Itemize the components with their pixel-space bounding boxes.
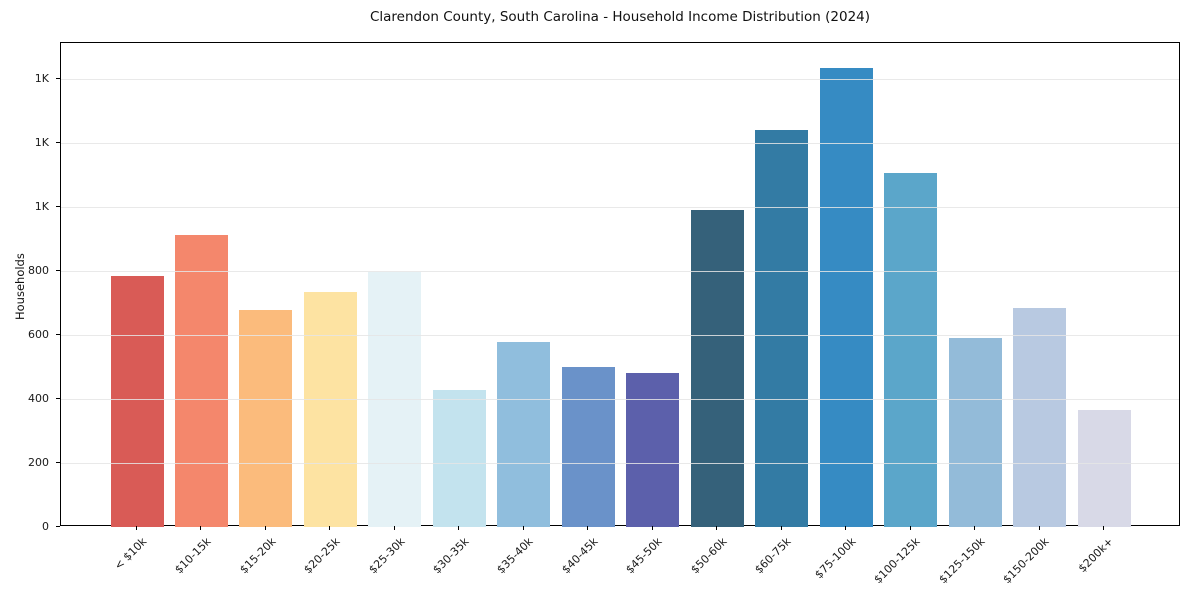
- x-tick-label: $40-45k: [559, 535, 601, 577]
- x-tick-label: $15-20k: [236, 535, 279, 577]
- gridline-y-1000: [61, 207, 1179, 209]
- x-tick-label: $60-75k: [752, 535, 794, 577]
- x-tick-label: $75-100k: [812, 535, 859, 582]
- bar-10k: [110, 276, 164, 527]
- y-tick-mark: [56, 526, 60, 527]
- bar-200k: [1077, 409, 1131, 527]
- bar-10-15k: [174, 235, 228, 527]
- x-tick-mark: [780, 526, 782, 530]
- x-tick-mark: [264, 526, 266, 530]
- x-tick-mark: [393, 526, 395, 530]
- x-tick-label: $200k+: [1076, 535, 1117, 576]
- x-tick-label: $100-125k: [871, 535, 923, 587]
- x-tick-label: < $10k: [111, 535, 150, 573]
- x-tick-mark: [200, 526, 202, 530]
- bar-50-60k: [690, 209, 744, 527]
- bar-15-20k: [239, 309, 293, 527]
- x-tick-mark: [1103, 526, 1105, 530]
- bar-45-50k: [626, 372, 680, 527]
- bar-20-25k: [303, 292, 357, 527]
- x-tick-label: $35-40k: [494, 535, 537, 577]
- x-tick-label: $50-60k: [688, 535, 730, 577]
- y-tick-mark: [56, 78, 60, 80]
- bar-35-40k: [497, 342, 551, 527]
- x-tick-label: $150-200k: [1000, 535, 1052, 587]
- x-tick-label: $25-30k: [365, 535, 408, 577]
- x-tick-mark: [909, 526, 911, 530]
- gridline-y-200: [61, 463, 1179, 465]
- x-tick-mark: [974, 526, 976, 530]
- x-tick-mark: [716, 526, 718, 530]
- x-tick-mark: [651, 526, 653, 530]
- gridline-y-800: [61, 271, 1179, 273]
- x-tick-mark: [329, 526, 331, 530]
- chart-title: Clarendon County, South Carolina - House…: [369, 9, 871, 25]
- y-tick-label: 400: [28, 391, 49, 405]
- y-tick-mark: [56, 334, 60, 336]
- y-tick-mark: [56, 206, 60, 208]
- y-tick-label: 200: [28, 455, 49, 469]
- gridline-y-400: [61, 399, 1179, 401]
- y-tick-label: 0: [42, 519, 49, 533]
- x-tick-label: $20-25k: [301, 535, 343, 577]
- x-tick-mark: [587, 526, 589, 530]
- bar-75-100k: [819, 68, 873, 527]
- gridline-y-1200: [61, 143, 1179, 145]
- y-tick-label: 800: [28, 263, 49, 277]
- plot-area: [60, 42, 1180, 527]
- bar-30-35k: [432, 390, 486, 527]
- y-tick-label: 600: [28, 327, 49, 341]
- y-tick-mark: [56, 462, 60, 464]
- x-tick-mark: [1038, 526, 1040, 530]
- bar-125-150k: [948, 337, 1002, 527]
- x-tick-label: $45-50k: [623, 535, 665, 577]
- gridline-y-1400: [61, 79, 1179, 81]
- y-tick-label: 1K: [34, 71, 49, 85]
- bar-60-75k: [755, 129, 809, 527]
- x-tick-label: $10-15k: [172, 535, 214, 577]
- x-tick-label: $125-150k: [936, 535, 988, 587]
- bar-40-45k: [561, 367, 615, 527]
- x-tick-mark: [458, 526, 460, 530]
- x-tick-mark: [845, 526, 847, 530]
- x-tick-label: $30-35k: [430, 535, 472, 577]
- y-tick-mark: [56, 270, 60, 272]
- y-tick-label: 1K: [34, 199, 49, 213]
- bar-150-200k: [1013, 308, 1067, 527]
- y-tick-mark: [56, 142, 60, 144]
- x-tick-mark: [136, 526, 137, 530]
- y-tick-label: 1K: [34, 135, 49, 149]
- bar-100-125k: [884, 172, 938, 527]
- y-tick-mark: [56, 398, 60, 400]
- x-tick-mark: [522, 526, 524, 530]
- gridline-y-600: [61, 335, 1179, 337]
